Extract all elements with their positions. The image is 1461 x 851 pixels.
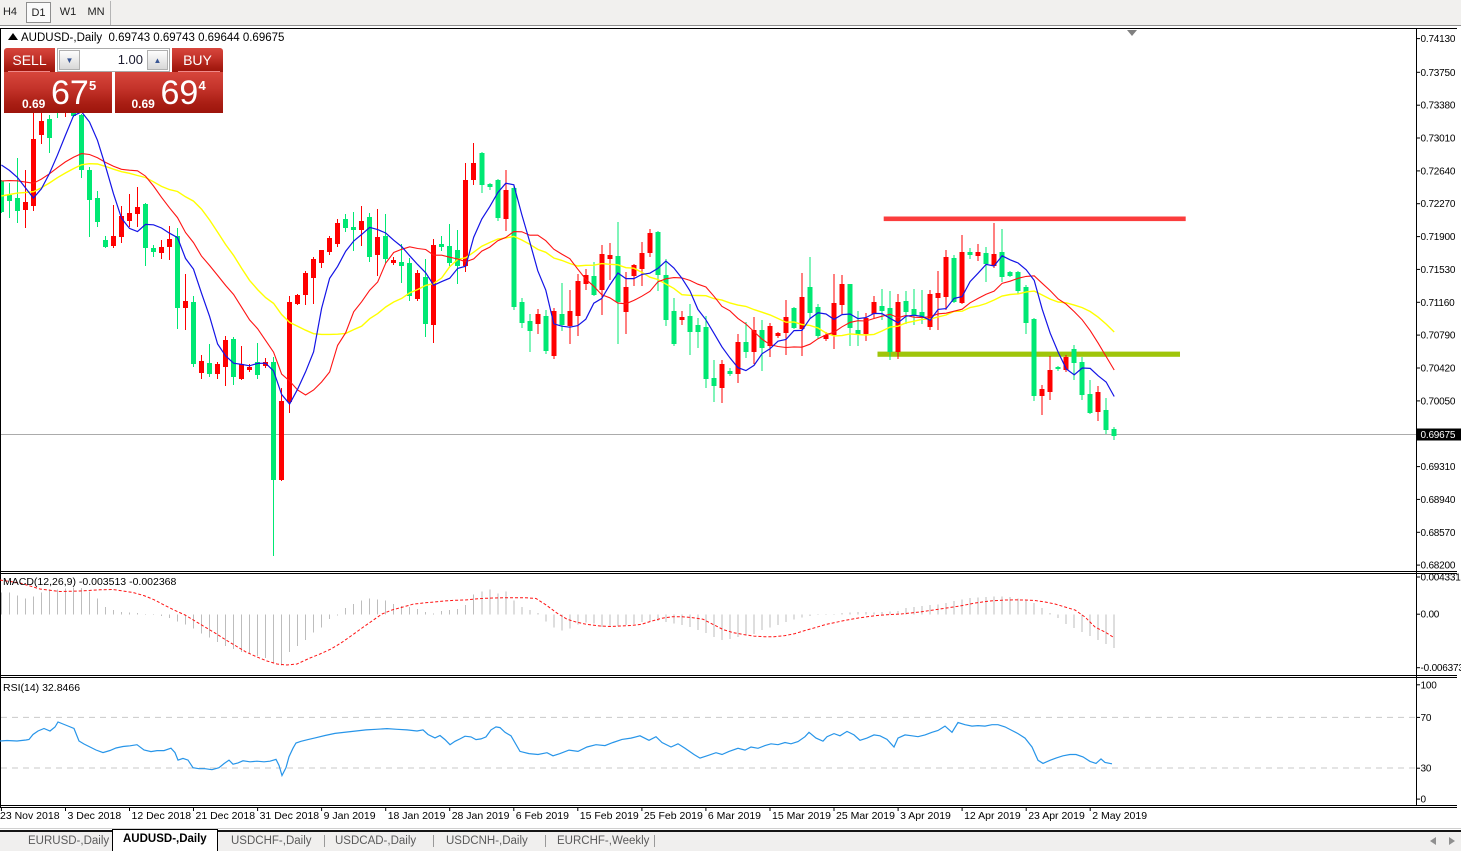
svg-text:0.68940: 0.68940 — [1421, 495, 1456, 506]
svg-text:100: 100 — [1421, 680, 1438, 691]
svg-text:23 Nov 2018: 23 Nov 2018 — [0, 810, 60, 822]
svg-text:25 Mar 2019: 25 Mar 2019 — [836, 810, 895, 822]
svg-text:0.00: 0.00 — [1421, 610, 1440, 621]
svg-text:12 Dec 2018: 12 Dec 2018 — [132, 810, 192, 822]
svg-text:0.71160: 0.71160 — [1421, 298, 1456, 309]
svg-text:0: 0 — [1421, 795, 1427, 806]
svg-text:6 Mar 2019: 6 Mar 2019 — [708, 810, 761, 822]
svg-text:30: 30 — [1421, 764, 1432, 775]
svg-text:0.69675: 0.69675 — [1421, 430, 1456, 441]
svg-text:0.73010: 0.73010 — [1421, 134, 1456, 145]
svg-text:0.72270: 0.72270 — [1421, 199, 1456, 210]
svg-text:0.72640: 0.72640 — [1421, 166, 1456, 177]
svg-text:0.73380: 0.73380 — [1421, 101, 1456, 112]
svg-text:0.68570: 0.68570 — [1421, 528, 1456, 539]
svg-text:18 Jan 2019: 18 Jan 2019 — [388, 810, 446, 822]
svg-text:MACD(12,26,9) -0.003513 -0.002: MACD(12,26,9) -0.003513 -0.002368 — [3, 576, 177, 588]
svg-text:AUDUSD-,Daily 0.69743 0.69743: AUDUSD-,Daily 0.69743 0.69743 0.69644 0.… — [21, 32, 284, 44]
svg-text:15 Mar 2019: 15 Mar 2019 — [772, 810, 831, 822]
svg-text:25 Feb 2019: 25 Feb 2019 — [644, 810, 703, 822]
svg-text:12 Apr 2019: 12 Apr 2019 — [964, 810, 1021, 822]
svg-text:0.70050: 0.70050 — [1421, 396, 1456, 407]
svg-text:0.69310: 0.69310 — [1421, 462, 1456, 473]
svg-text:-0.006373: -0.006373 — [1421, 663, 1461, 674]
svg-text:3 Apr 2019: 3 Apr 2019 — [900, 810, 951, 822]
svg-text:21 Dec 2018: 21 Dec 2018 — [196, 810, 256, 822]
svg-text:RSI(14) 32.8466: RSI(14) 32.8466 — [3, 682, 80, 694]
svg-text:28 Jan 2019: 28 Jan 2019 — [452, 810, 510, 822]
svg-text:6 Feb 2019: 6 Feb 2019 — [516, 810, 569, 822]
svg-text:2 May 2019: 2 May 2019 — [1092, 810, 1147, 822]
svg-text:31 Dec 2018: 31 Dec 2018 — [260, 810, 320, 822]
svg-text:3 Dec 2018: 3 Dec 2018 — [68, 810, 122, 822]
svg-text:0.74130: 0.74130 — [1421, 34, 1456, 45]
svg-text:9 Jan 2019: 9 Jan 2019 — [324, 810, 376, 822]
svg-text:15 Feb 2019: 15 Feb 2019 — [580, 810, 639, 822]
svg-text:0.70420: 0.70420 — [1421, 364, 1456, 375]
svg-text:0.004331: 0.004331 — [1421, 573, 1461, 584]
svg-text:23 Apr 2019: 23 Apr 2019 — [1028, 810, 1085, 822]
svg-text:0.71900: 0.71900 — [1421, 232, 1456, 243]
svg-text:0.68200: 0.68200 — [1421, 561, 1456, 572]
svg-text:0.71530: 0.71530 — [1421, 265, 1456, 276]
svg-text:70: 70 — [1421, 713, 1432, 724]
svg-text:0.70790: 0.70790 — [1421, 331, 1456, 342]
svg-text:0.73750: 0.73750 — [1421, 68, 1456, 79]
